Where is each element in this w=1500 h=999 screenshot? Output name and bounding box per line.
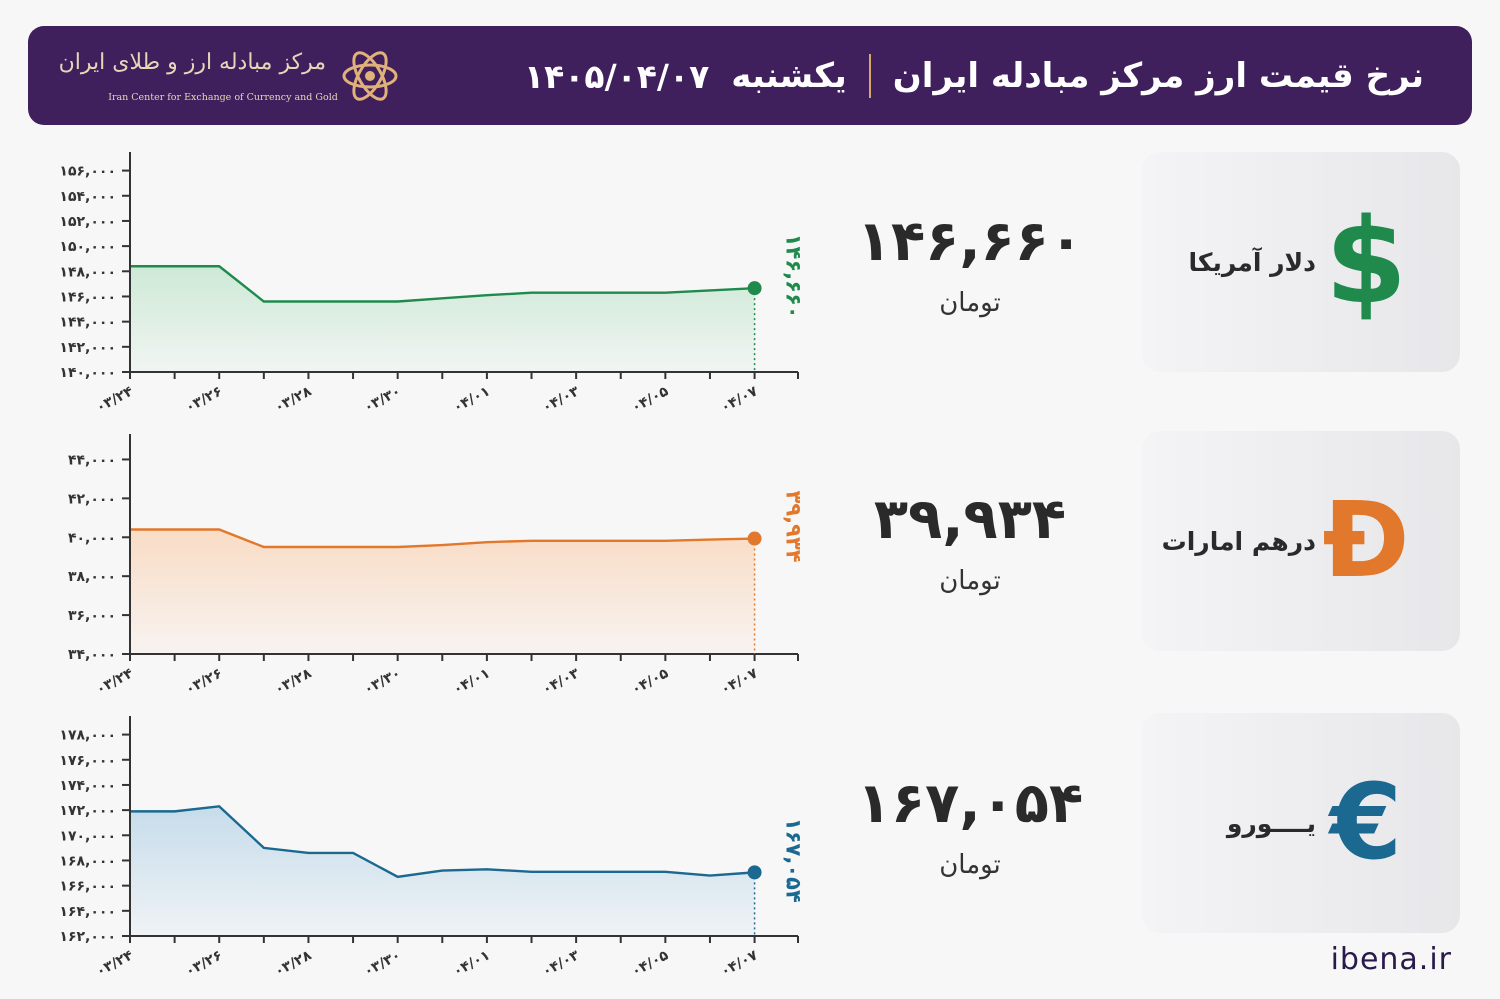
x-tick-label: ۰۳/۲۸ [272, 383, 315, 416]
y-tick-label: ۳۸,۰۰۰ [68, 569, 116, 585]
x-tick-label: ۰۳/۲۴ [94, 947, 137, 980]
value-aed: ۳۹,۹۳۴ تومان [845, 487, 1095, 597]
chart-area-fill [130, 529, 755, 654]
x-tick-label: ۰۴/۰۵ [629, 947, 672, 980]
x-tick-label: ۰۴/۰۳ [540, 665, 583, 698]
page-title: نرخ قیمت ارز مرکز مبادله ایران یکشنبه ۱۴… [524, 50, 1424, 102]
x-tick-label: ۰۴/۰۱ [451, 947, 493, 980]
chart-usd: ۱۴۰,۰۰۰ ۱۴۲,۰۰۰ ۱۴۴,۰۰۰ ۱۴۶,۰۰۰ ۱۴۸,۰۰۰ ۱۵۰,۰… [28, 148, 818, 428]
y-tick-label: ۱۷۰,۰۰۰ [59, 828, 116, 844]
last-value-label: ۳۹,۹۳۴ [782, 491, 806, 563]
x-tick-label: ۰۴/۰۷ [718, 947, 761, 980]
last-value-label: ۱۴۶,۶۶۰ [782, 234, 806, 319]
x-tick-label: ۰۴/۰۷ [718, 665, 761, 698]
y-tick-label: ۱۴۴,۰۰۰ [59, 315, 116, 331]
value-aed-number: ۳۹,۹۳۴ [873, 487, 1067, 552]
y-tick-label: ۴۰,۰۰۰ [68, 530, 116, 546]
chart-aed: ۳۴,۰۰۰ ۳۶,۰۰۰ ۳۸,۰۰۰ ۴۰,۰۰۰ ۴۲,۰۰۰ ۴۴,۰۰۰ ۰۳/۲… [28, 430, 818, 710]
euro-icon: € [1316, 757, 1416, 887]
y-tick-label: ۱۶۲,۰۰۰ [59, 929, 116, 945]
y-tick-label: ۱۶۶,۰۰۰ [59, 879, 116, 895]
y-tick-label: ۱۴۰,۰۰۰ [59, 365, 116, 381]
y-tick-label: ۱۶۸,۰۰۰ [59, 853, 116, 869]
logo-emblem-icon [342, 51, 398, 101]
x-tick-label: ۰۴/۰۵ [629, 383, 672, 416]
last-value-marker [747, 865, 762, 880]
x-tick-label: ۰۳/۲۴ [94, 383, 137, 416]
x-tick-label: ۰۴/۰۳ [540, 947, 583, 980]
dirham-icon: Đ [1316, 475, 1416, 605]
header-banner: مرکز مبادله ارز و طلای ایران Iran Center… [28, 26, 1472, 125]
chart-eur: ۱۶۲,۰۰۰ ۱۶۴,۰۰۰ ۱۶۶,۰۰۰ ۱۶۸,۰۰۰ ۱۷۰,۰۰۰ ۱۷۲,۰… [28, 712, 818, 992]
value-aed-unit: تومان [939, 566, 1001, 596]
title-separator [868, 54, 871, 98]
card-usd-name: دلار آمریکا [1188, 248, 1316, 277]
card-eur-name: یــــورو [1226, 809, 1316, 838]
value-eur-unit: تومان [939, 850, 1001, 880]
last-value-label: ۱۶۷,۰۵۴ [782, 818, 806, 903]
dirham-symbol: Đ [1322, 479, 1410, 601]
logo-text-fa: مرکز مبادله ارز و طلای ایران [58, 50, 326, 75]
logo-text-en: Iran Center for Exchange of Currency and… [108, 92, 338, 103]
card-usd: دلار آمریکا $ [1142, 152, 1460, 372]
card-eur: یــــورو € [1142, 713, 1460, 933]
y-tick-label: ۱۵۰,۰۰۰ [59, 239, 116, 255]
y-tick-label: ۴۴,۰۰۰ [68, 452, 116, 468]
value-usd-unit: تومان [939, 288, 1001, 318]
chart-eur-svg: ۱۶۲,۰۰۰ ۱۶۴,۰۰۰ ۱۶۶,۰۰۰ ۱۶۸,۰۰۰ ۱۷۰,۰۰۰ ۱۷۲,۰… [59, 716, 806, 980]
value-eur: ۱۶۷,۰۵۴ تومان [845, 771, 1095, 881]
x-tick-label: ۰۳/۲۶ [183, 383, 225, 416]
card-aed-name: درهم امارات [1161, 527, 1316, 556]
x-tick-label: ۰۳/۳۰ [361, 383, 403, 416]
title-text: نرخ قیمت ارز مرکز مبادله ایران [892, 56, 1424, 96]
x-tick-label: ۰۳/۳۰ [361, 665, 403, 698]
y-tick-label: ۴۲,۰۰۰ [68, 491, 116, 507]
x-tick-label: ۰۳/۲۶ [183, 947, 225, 980]
date-text: ۱۴۰۵/۰۴/۰۷ [524, 56, 710, 96]
x-tick-label: ۰۳/۲۸ [272, 947, 315, 980]
y-tick-label: ۱۴۸,۰۰۰ [59, 264, 116, 280]
x-tick-label: ۰۴/۰۷ [718, 383, 761, 416]
last-value-marker [747, 531, 762, 546]
x-tick-label: ۰۴/۰۵ [629, 665, 672, 698]
logo: مرکز مبادله ارز و طلای ایران Iran Center… [58, 40, 406, 112]
x-tick-label: ۰۳/۲۴ [94, 665, 137, 698]
y-tick-label: ۱۷۶,۰۰۰ [59, 753, 116, 769]
y-tick-label: ۱۵۲,۰۰۰ [59, 214, 116, 230]
card-aed: درهم امارات Đ [1142, 431, 1460, 651]
y-tick-label: ۱۵۶,۰۰۰ [59, 164, 116, 180]
x-tick-label: ۰۴/۰۱ [451, 383, 493, 416]
dollar-symbol: $ [1324, 192, 1408, 330]
y-tick-label: ۱۷۸,۰۰۰ [59, 728, 116, 744]
day-text: یکشنبه [731, 56, 847, 96]
y-tick-label: ۱۴۶,۰۰۰ [59, 289, 116, 305]
value-usd: ۱۴۶,۶۶۰ تومان [845, 209, 1095, 319]
euro-symbol: € [1329, 761, 1403, 883]
y-tick-label: ۱۷۴,۰۰۰ [59, 778, 116, 794]
y-tick-label: ۱۴۲,۰۰۰ [59, 340, 116, 356]
brand-footer[interactable]: ibena.ir [1330, 942, 1452, 977]
x-tick-label: ۰۳/۲۶ [183, 665, 225, 698]
chart-aed-svg: ۳۴,۰۰۰ ۳۶,۰۰۰ ۳۸,۰۰۰ ۴۰,۰۰۰ ۴۲,۰۰۰ ۴۴,۰۰۰ ۰۳/۲… [68, 434, 806, 698]
x-tick-label: ۰۴/۰۱ [451, 665, 493, 698]
x-tick-label: ۰۳/۲۸ [272, 665, 315, 698]
y-tick-label: ۳۶,۰۰۰ [68, 608, 116, 624]
value-eur-number: ۱۶۷,۰۵۴ [856, 771, 1084, 836]
y-tick-label: ۱۵۴,۰۰۰ [59, 189, 116, 205]
chart-area-fill [130, 266, 755, 372]
last-value-marker [747, 281, 762, 296]
y-tick-label: ۱۷۲,۰۰۰ [59, 803, 116, 819]
y-tick-label: ۱۶۴,۰۰۰ [59, 904, 116, 920]
x-tick-label: ۰۳/۳۰ [361, 947, 403, 980]
chart-usd-svg: ۱۴۰,۰۰۰ ۱۴۲,۰۰۰ ۱۴۴,۰۰۰ ۱۴۶,۰۰۰ ۱۴۸,۰۰۰ ۱۵۰,۰… [59, 152, 806, 416]
dollar-icon: $ [1316, 196, 1416, 326]
y-tick-label: ۳۴,۰۰۰ [68, 647, 116, 663]
value-usd-number: ۱۴۶,۶۶۰ [856, 209, 1084, 274]
x-tick-label: ۰۴/۰۳ [540, 383, 583, 416]
